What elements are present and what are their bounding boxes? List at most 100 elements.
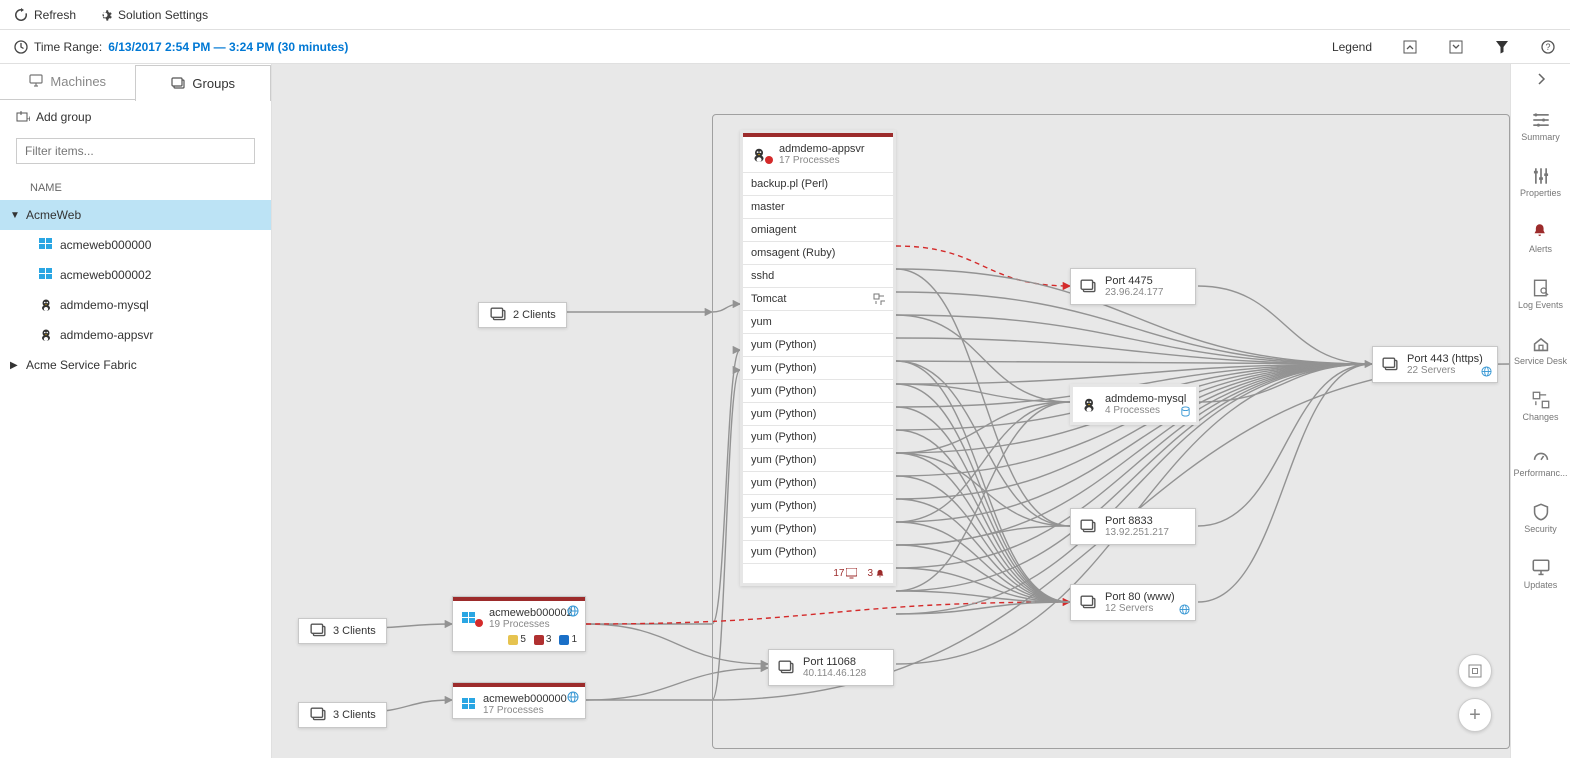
- port-node[interactable]: Port 447523.96.24.177: [1070, 268, 1196, 305]
- stack-icon: [1079, 595, 1097, 611]
- rightpanel-log-events[interactable]: Log Events: [1513, 266, 1567, 322]
- settings-button[interactable]: Solution Settings: [98, 8, 208, 22]
- monitor-icon: [28, 74, 44, 88]
- help-icon[interactable]: [1540, 39, 1556, 55]
- process-row[interactable]: yum (Python): [743, 517, 893, 540]
- changes-icon: [1532, 391, 1550, 409]
- process-row[interactable]: yum (Python): [743, 333, 893, 356]
- process-row[interactable]: yum (Python): [743, 425, 893, 448]
- machine-node[interactable]: acmeweb00000017 Processes: [452, 682, 586, 719]
- stack-icon: [489, 307, 507, 323]
- clients-node[interactable]: 2 Clients: [478, 302, 567, 328]
- process-row[interactable]: yum (Python): [743, 448, 893, 471]
- process-row[interactable]: yum (Python): [743, 471, 893, 494]
- collapse-down-icon[interactable]: [1448, 39, 1464, 55]
- stack-icon: [1381, 357, 1399, 373]
- name-column-header: NAME: [0, 176, 271, 200]
- fit-view-button[interactable]: [1458, 654, 1492, 688]
- globe-icon: [567, 691, 579, 703]
- mysql-node[interactable]: admdemo-mysql4 Processes: [1070, 384, 1199, 425]
- dependency-map-canvas[interactable]: 2 Clients 3 Clients 3 Clients acmeweb000…: [272, 64, 1510, 758]
- add-group-button[interactable]: Add group: [0, 100, 271, 134]
- link-icon: [873, 293, 885, 305]
- linux-icon: [38, 328, 54, 342]
- process-row[interactable]: yum (Python): [743, 494, 893, 517]
- settings-label: Solution Settings: [118, 8, 208, 22]
- service desk-icon: [1532, 335, 1550, 353]
- time-range-value[interactable]: 6/13/2017 2:54 PM — 3:24 PM (30 minutes): [108, 40, 348, 54]
- port-node[interactable]: Port 80 (www)12 Servers: [1070, 584, 1196, 621]
- stack-icon: [170, 77, 186, 91]
- clock-icon: [14, 40, 28, 54]
- windows-icon: [38, 268, 54, 282]
- stack-icon: [309, 623, 327, 639]
- panel-collapse-button[interactable]: [1534, 72, 1548, 98]
- globe-icon: [567, 605, 579, 617]
- rightpanel-updates[interactable]: Updates: [1513, 546, 1567, 602]
- process-row[interactable]: Tomcat: [743, 287, 893, 310]
- process-row[interactable]: sshd: [743, 264, 893, 287]
- refresh-button[interactable]: Refresh: [14, 8, 76, 22]
- port-node[interactable]: Port 883313.92.251.217: [1070, 508, 1196, 545]
- process-row[interactable]: backup.pl (Perl): [743, 172, 893, 195]
- filter-input[interactable]: [16, 138, 255, 164]
- process-row[interactable]: yum (Python): [743, 356, 893, 379]
- stack-icon: [1079, 519, 1097, 535]
- zoom-add-button[interactable]: +: [1458, 698, 1492, 732]
- tree-item[interactable]: acmeweb000002: [0, 260, 271, 290]
- tree-item[interactable]: admdemo-appsvr: [0, 320, 271, 350]
- rightpanel-alerts[interactable]: Alerts: [1513, 210, 1567, 266]
- summary-icon: [1532, 111, 1550, 129]
- clients-node[interactable]: 3 Clients: [298, 702, 387, 728]
- tree-item[interactable]: ▼AcmeWeb: [0, 200, 271, 230]
- windows-icon: [461, 698, 477, 712]
- legend-button[interactable]: Legend: [1332, 40, 1372, 54]
- process-row[interactable]: yum (Python): [743, 540, 893, 563]
- process-row[interactable]: yum (Python): [743, 402, 893, 425]
- process-row[interactable]: omsagent (Ruby): [743, 241, 893, 264]
- collapse-up-icon[interactable]: [1402, 39, 1418, 55]
- bell-icon: [875, 569, 885, 579]
- toolbar: Refresh Solution Settings: [0, 0, 1570, 30]
- alerts-icon: [1532, 223, 1550, 241]
- process-row[interactable]: master: [743, 195, 893, 218]
- tree-item[interactable]: admdemo-mysql: [0, 290, 271, 320]
- machine-node[interactable]: acmeweb00000219 Processes 531: [452, 596, 586, 652]
- globe-icon: [1179, 604, 1190, 615]
- refresh-label: Refresh: [34, 8, 76, 22]
- properties-icon: [1532, 167, 1550, 185]
- tab-groups[interactable]: Groups: [135, 65, 272, 101]
- windows-icon: [38, 238, 54, 252]
- right-panel: SummaryPropertiesAlertsLog EventsService…: [1510, 64, 1570, 758]
- rightpanel-summary[interactable]: Summary: [1513, 98, 1567, 154]
- sidebar: Machines Groups Add group NAME ▼AcmeWeba…: [0, 64, 272, 758]
- updates-icon: [1532, 559, 1550, 577]
- filter-icon[interactable]: [1494, 39, 1510, 55]
- linux-icon: [1081, 397, 1097, 413]
- performanc...-icon: [1532, 447, 1550, 465]
- process-row[interactable]: yum (Python): [743, 379, 893, 402]
- tree-item[interactable]: ▶Acme Service Fabric: [0, 350, 271, 380]
- linux-icon: [38, 298, 54, 312]
- stack-icon: [1079, 279, 1097, 295]
- rightpanel-service-desk[interactable]: Service Desk: [1513, 322, 1567, 378]
- group-tree: ▼AcmeWebacmeweb000000acmeweb000002admdem…: [0, 200, 271, 380]
- rightpanel-security[interactable]: Security: [1513, 490, 1567, 546]
- rightpanel-changes[interactable]: Changes: [1513, 378, 1567, 434]
- tab-machines[interactable]: Machines: [0, 64, 135, 100]
- process-row[interactable]: yum: [743, 310, 893, 333]
- monitor-badge-icon: [846, 568, 857, 579]
- rightpanel-performanc-[interactable]: Performanc...: [1513, 434, 1567, 490]
- rightpanel-properties[interactable]: Properties: [1513, 154, 1567, 210]
- globe-icon: [1481, 366, 1492, 377]
- security-icon: [1532, 503, 1550, 521]
- clients-node[interactable]: 3 Clients: [298, 618, 387, 644]
- db-icon: [1180, 406, 1191, 417]
- time-range-bar: Time Range: 6/13/2017 2:54 PM — 3:24 PM …: [0, 30, 1570, 64]
- process-row[interactable]: omiagent: [743, 218, 893, 241]
- appsvr-node[interactable]: admdemo-appsvr17 Processes backup.pl (Pe…: [740, 130, 896, 586]
- log events-icon: [1532, 279, 1550, 297]
- tree-item[interactable]: acmeweb000000: [0, 230, 271, 260]
- port-node[interactable]: Port 1106840.114.46.128: [768, 649, 894, 686]
- port-node[interactable]: Port 443 (https)22 Servers: [1372, 346, 1498, 383]
